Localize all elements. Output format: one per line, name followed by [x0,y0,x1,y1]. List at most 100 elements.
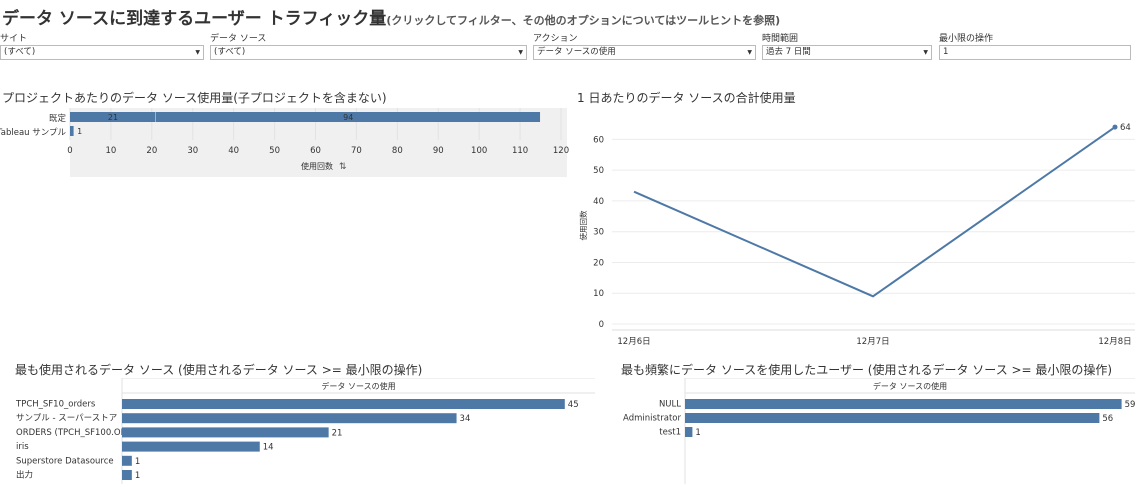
category-label: test1 [659,428,681,438]
filter-time-range-label: 時間範囲 [762,34,799,44]
x-tick-label: 30 [187,146,198,156]
y-tick-label: 30 [593,228,604,238]
y-tick-label: 50 [593,166,604,176]
x-tick-label: 10 [106,146,117,156]
filter-datasource-label: データ ソース [210,34,267,44]
column-header: データ ソースの使用 [873,381,947,391]
bar-segment [155,112,541,122]
category-label: Tableau サンプル [0,128,66,138]
x-tick-label: 120 [553,146,569,156]
filter-min-actions-value: 1 [943,47,949,57]
x-tick-label: 70 [351,146,362,156]
series-line [633,126,1116,298]
data-label: 21 [332,428,343,438]
panel-title-top-datasources: 最も使用されるデータ ソース (使用されるデータ ソース >= 最小限の操作) [15,363,423,377]
bar-segment [70,126,74,136]
filter-time-range: 時間範囲 過去 7 日間 ▼ [762,33,932,60]
daily-usage-chart: 0 10 20 30 40 50 60 使用回数 64 12月6日 12月7日 12月8日 [578,123,1135,347]
x-tick-label: 12月7日 [856,337,889,347]
filter-action-label: アクション [533,34,578,44]
filter-time-range-dropdown[interactable]: 過去 7 日間 ▼ [762,45,932,60]
chevron-down-icon: ▼ [923,49,928,56]
category-label: サンプル - スーパーストア [16,414,117,424]
x-tick-label: 0 [67,146,72,156]
category-label: 既定 [49,113,67,124]
filter-site-dropdown[interactable]: (すべて) ▼ [0,45,204,60]
category-label: 出力 [16,470,33,481]
filter-action-dropdown[interactable]: データ ソースの使用 ▼ [533,45,756,60]
bar [122,413,457,424]
filter-action-value: データ ソースの使用 [537,47,616,57]
filter-min-actions-input[interactable]: 1 [939,45,1131,60]
y-tick-label: 10 [593,289,604,299]
data-label: 1 [135,457,140,467]
data-label: 1 [695,428,700,438]
data-label: 1 [77,127,82,136]
filter-site-label: サイト [0,34,28,44]
panel-title-daily-usage: 1 日あたりのデータ ソースの合計使用量 [577,91,796,105]
data-label: 56 [1102,414,1113,424]
data-label: 14 [263,443,274,453]
column-header: データ ソースの使用 [321,381,395,391]
filter-site-value: (すべて) [4,47,36,57]
category-label: ORDERS (TPCH_SF100.OR.. [16,428,132,438]
panel-title-top-users: 最も頻繁にデータ ソースを使用したユーザー (使用されるデータ ソース >= 最… [621,363,1113,377]
y-tick-label: 20 [593,258,604,268]
x-tick-label: 20 [146,146,157,156]
category-label: Superstore Datasource [16,456,114,466]
bar [122,455,132,466]
data-label: 59 [1125,400,1136,410]
x-tick-label: 12月6日 [617,337,650,347]
chevron-down-icon: ▼ [747,49,752,56]
chevron-down-icon: ▼ [195,49,200,56]
dashboard-title-sub: (クリックしてフィルター、その他のオプションについてはツールヒントを参照) [386,14,781,27]
x-tick-label: 80 [392,146,403,156]
data-label: 21 [108,113,118,122]
data-label: 45 [568,400,579,410]
filter-time-range-value: 過去 7 日間 [766,47,811,57]
bar [122,470,132,480]
sort-icon: ⇅ [339,162,347,172]
bar [685,427,693,437]
data-label: 64 [1120,123,1131,133]
category-label: iris [16,442,29,452]
x-tick-label: 40 [228,146,239,156]
x-axis-title: 使用回数 [301,161,333,171]
bar [122,427,329,438]
dashboard-title: データ ソースに到達するユーザー トラフィック量(クリックしてフィルター、その他… [2,4,780,29]
filter-datasource-value: (すべて) [214,47,246,57]
data-label: 94 [343,113,353,122]
x-tick-label: 110 [512,146,528,156]
top-datasources-chart: データ ソースの使用 TPCH_SF10_orders 45 サンプル - スーパース… [15,378,595,484]
data-label: 1 [135,471,140,481]
y-tick-label: 0 [599,320,604,330]
top-users-chart: データ ソースの使用 NULL 59 Administrator 56 test1 1 [623,378,1136,484]
chevron-down-icon: ▼ [518,49,523,56]
y-tick-label: 60 [593,135,604,145]
x-tick-label: 60 [310,146,321,156]
bar-segment [70,112,156,122]
x-tick-label: 90 [433,146,444,156]
x-tick-label: 100 [471,146,487,156]
data-label: 34 [460,414,471,424]
filter-min-actions: 最小限の操作 1 [939,33,1131,60]
filter-min-actions-label: 最小限の操作 [939,34,994,44]
filter-datasource: データ ソース (すべて) ▼ [210,33,527,60]
panel-title-project-usage: プロジェクトあたりのデータ ソース使用量(子プロジェクトを含まない) [2,91,387,105]
bar [122,441,260,452]
filter-datasource-dropdown[interactable]: (すべて) ▼ [210,45,527,60]
category-label: NULL [659,400,681,410]
category-label: TPCH_SF10_orders [15,400,96,410]
x-tick-label: 50 [269,146,280,156]
filter-action: アクション データ ソースの使用 ▼ [533,33,756,60]
bar [685,413,1100,423]
y-axis-title: 使用回数 [578,210,588,240]
filter-site: サイト (すべて) ▼ [0,33,204,60]
dashboard-title-main: データ ソースに到達するユーザー トラフィック量 [2,9,387,29]
bar [685,399,1122,409]
x-tick-label: 12月8日 [1098,337,1131,347]
data-point [1112,124,1118,130]
category-label: Administrator [623,414,681,424]
y-tick-label: 40 [593,197,604,207]
